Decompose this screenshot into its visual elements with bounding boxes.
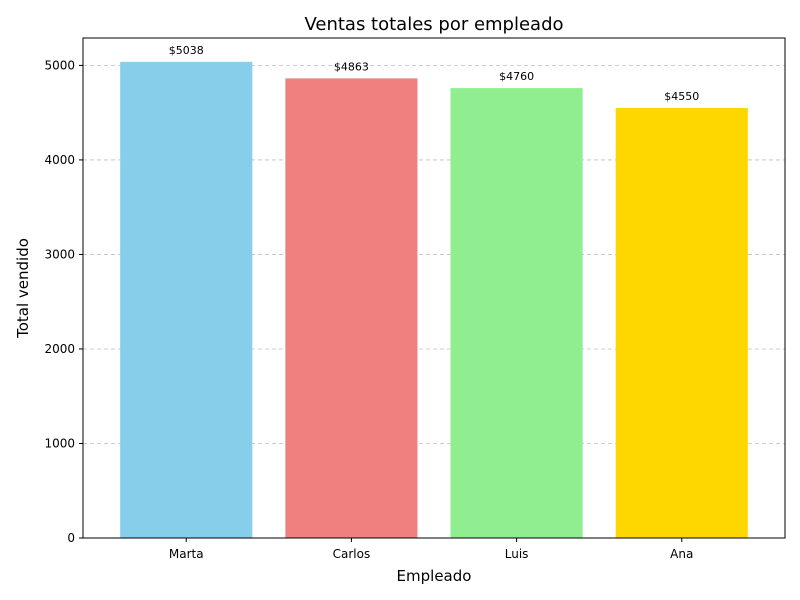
- x-tick-label: Luis: [505, 547, 529, 561]
- plot-frame: [82, 37, 786, 539]
- bar-value-label: $5038: [169, 44, 204, 57]
- y-tick-label: 3000: [44, 247, 75, 261]
- x-tick-label: Ana: [670, 547, 693, 561]
- axes: 0 1000 2000 3000 4000 5000 Marta Carlos Luis Ana: [44, 37, 786, 561]
- y-tick-label: 0: [67, 531, 75, 545]
- x-axis-label: Empleado: [397, 567, 472, 585]
- chart-title: Ventas totales por empleado: [304, 14, 563, 35]
- bar-value-label: $4863: [334, 60, 369, 73]
- y-tick-label: 1000: [44, 436, 75, 450]
- bar-ana: [615, 107, 748, 538]
- bar-marta: [120, 61, 253, 538]
- y-tick-label: 4000: [44, 153, 75, 167]
- y-tick-label: 5000: [44, 58, 75, 72]
- bars: [120, 61, 748, 539]
- y-tick-label: 2000: [44, 342, 75, 356]
- x-tick-label: Carlos: [333, 547, 371, 561]
- y-axis-label: Total vendido: [14, 238, 32, 339]
- bar-value-label: $4550: [664, 90, 699, 103]
- data-labels: $5038 $4863 $4760 $4550: [169, 44, 700, 103]
- x-tick-label: Marta: [169, 547, 204, 561]
- bar-carlos: [285, 78, 418, 539]
- bar-value-label: $4760: [499, 70, 534, 83]
- bar-luis: [450, 88, 583, 539]
